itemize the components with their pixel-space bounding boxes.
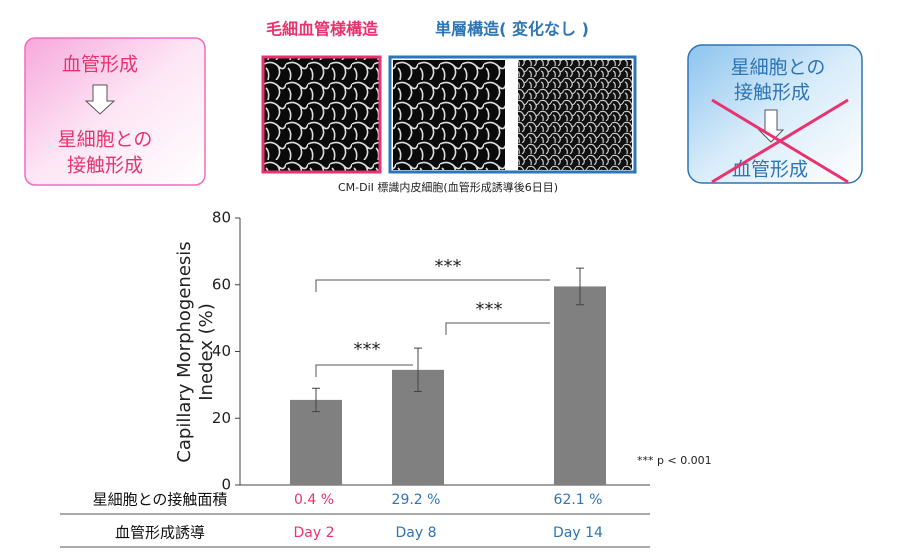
micrograph bbox=[393, 60, 505, 170]
left-box-line: 血管形成 bbox=[62, 54, 138, 76]
left-box-line: 星細胞との bbox=[58, 129, 153, 151]
error-bar bbox=[576, 267, 584, 306]
significance-label: *** bbox=[476, 299, 503, 320]
x-tick-label: Day 14 bbox=[553, 525, 603, 541]
bar bbox=[554, 286, 606, 485]
error-bar bbox=[414, 347, 422, 393]
significance-bracket bbox=[315, 364, 413, 377]
note: *** p < 0.001 bbox=[637, 454, 712, 467]
y-tick-label: 60 bbox=[212, 275, 231, 293]
significance-label: *** bbox=[354, 339, 381, 360]
y-axis-label: Capillary Morphogenesis bbox=[174, 241, 195, 462]
contact-value: 0.4 % bbox=[294, 492, 334, 508]
micrograph bbox=[261, 55, 382, 174]
x-tick-label: Day 2 bbox=[293, 525, 334, 541]
left-box bbox=[24, 37, 206, 186]
cross-mark bbox=[711, 98, 849, 184]
row-label: 星細胞との接触面積 bbox=[93, 491, 228, 509]
y-tick-label: 0 bbox=[221, 476, 231, 494]
left-box-line: 接触形成 bbox=[67, 155, 143, 177]
error-bar bbox=[312, 387, 320, 413]
micrograph bbox=[518, 60, 632, 170]
right-box-line: 血管形成 bbox=[732, 159, 808, 181]
significance-bracket bbox=[445, 322, 550, 335]
image-caption: CM-DiI 標識内皮細胞(血管形成誘導後6日目) bbox=[338, 180, 558, 194]
y-tick-label: 80 bbox=[212, 209, 231, 227]
arrow bbox=[84, 84, 116, 115]
x-tick-label: Day 8 bbox=[395, 525, 436, 541]
image-label: 毛細血管様構造 bbox=[266, 20, 379, 39]
right-box-line: 接触形成 bbox=[734, 82, 810, 104]
right-box-line: 星細胞との bbox=[731, 57, 826, 79]
contact-value: 62.1 % bbox=[554, 492, 603, 508]
significance-bracket bbox=[315, 279, 550, 292]
image-label: 単層構造( 変化なし ) bbox=[435, 20, 589, 39]
bar bbox=[290, 399, 342, 485]
y-tick-label: 20 bbox=[212, 409, 231, 427]
significance-label: *** bbox=[435, 256, 462, 277]
y-axis-label: Inedex (%) bbox=[196, 303, 217, 401]
contact-value: 29.2 % bbox=[392, 492, 441, 508]
y-tick-label: 40 bbox=[212, 342, 231, 360]
row-label: 血管形成誘導 bbox=[115, 524, 205, 542]
